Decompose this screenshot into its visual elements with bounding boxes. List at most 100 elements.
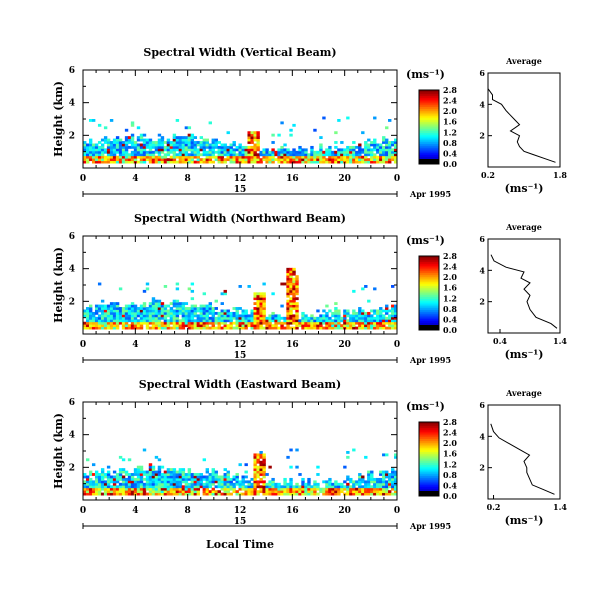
- heatmap-cell: [208, 321, 212, 325]
- heatmap-cell: [394, 304, 398, 308]
- heatmap-cell: [166, 492, 171, 496]
- heatmap-cell: [163, 158, 168, 162]
- colorbar-step: [419, 101, 439, 104]
- heatmap-cell: [175, 487, 180, 491]
- heatmap-cell: [271, 160, 275, 164]
- heatmap-cell: [388, 324, 392, 328]
- heatmap-cell: [256, 131, 260, 135]
- heatmap-cell: [388, 475, 392, 479]
- heatmap-cell: [280, 490, 284, 494]
- heatmap-cell: [334, 158, 338, 162]
- heatmap-cell: [262, 455, 266, 459]
- average-x-tick-label: 1.8: [553, 170, 567, 180]
- heatmap-cell: [391, 158, 395, 162]
- heatmap-cell: [334, 307, 338, 310]
- heatmap-cell: [199, 319, 204, 323]
- heatmap-cell: [130, 141, 135, 144]
- heatmap-cell: [151, 304, 156, 308]
- heatmap-cell: [115, 304, 120, 308]
- heatmap-cell: [286, 270, 290, 274]
- heatmap-cell: [259, 480, 263, 484]
- heatmap-cell: [253, 158, 257, 162]
- heatmap-cell: [304, 148, 308, 152]
- heatmap-cell: [184, 490, 189, 494]
- heatmap-cell: [112, 160, 117, 164]
- heatmap-cell: [205, 153, 209, 157]
- heatmap-cell: [229, 480, 233, 484]
- heatmap-cell: [370, 158, 374, 162]
- heatmap-cell: [289, 482, 293, 486]
- heatmap-cell: [394, 153, 398, 157]
- heatmap-cell: [205, 490, 209, 494]
- heatmap-cell: [169, 307, 174, 310]
- heatmap-cell: [337, 485, 341, 489]
- heatmap-cell: [214, 150, 218, 154]
- heatmap-cell: [232, 314, 236, 318]
- heatmap-cell: [91, 155, 96, 159]
- heatmap-cell: [292, 289, 296, 293]
- x-tick-label: 4: [132, 174, 138, 184]
- heatmap-cell: [349, 477, 353, 481]
- heatmap-cell: [295, 304, 299, 308]
- heatmap-cell: [163, 480, 168, 484]
- heatmap-cell: [226, 487, 230, 491]
- heatmap-cell: [295, 309, 299, 313]
- heatmap-cell: [214, 316, 218, 320]
- heatmap-cell: [169, 470, 174, 474]
- heatmap-cell: [292, 492, 296, 496]
- heatmap-cell: [295, 155, 299, 159]
- heatmap-cell: [115, 316, 120, 320]
- heatmap-cell: [277, 485, 281, 489]
- heatmap-cell: [217, 150, 221, 154]
- heatmap-cell: [310, 148, 314, 152]
- heatmap-cell: [265, 160, 269, 164]
- heatmap-cell: [184, 138, 189, 142]
- heatmap-cell: [253, 453, 257, 457]
- heatmap-cell: [205, 309, 209, 313]
- heatmap-cell: [355, 160, 359, 164]
- heatmap-cell: [337, 311, 341, 315]
- heatmap-cell: [256, 473, 260, 476]
- colorbar-step: [419, 309, 439, 312]
- heatmap-cell: [172, 302, 177, 305]
- heatmap-cell: [253, 311, 257, 315]
- heatmap-cell: [142, 482, 147, 486]
- heatmap-cell: [193, 324, 198, 328]
- heatmap-cell: [130, 155, 135, 159]
- heatmap-cell: [367, 477, 371, 481]
- heatmap-cell: [253, 326, 257, 330]
- heatmap-cell: [103, 311, 108, 315]
- heatmap-cell: [181, 314, 186, 318]
- heatmap-cell: [391, 326, 395, 330]
- heatmap-cell: [103, 309, 108, 313]
- heatmap-cell: [391, 150, 395, 154]
- heatmap-cell: [289, 153, 293, 157]
- heatmap-cell: [199, 143, 204, 147]
- heatmap-cell: [124, 326, 129, 330]
- heatmap-cell: [175, 307, 180, 310]
- heatmap-cell: [184, 314, 189, 318]
- heatmap-cell: [88, 145, 93, 149]
- colorbar-step: [419, 468, 439, 471]
- heatmap-cell: [232, 311, 236, 315]
- colorbar-tick-label: 2.0: [443, 438, 457, 448]
- heatmap-cell: [181, 145, 186, 149]
- heatmap-cell: [334, 482, 338, 486]
- heatmap-cell: [358, 319, 362, 323]
- heatmap-cell: [361, 477, 365, 481]
- heatmap-cell: [274, 485, 278, 489]
- heatmap-cell: [355, 145, 359, 149]
- heatmap-cell: [343, 155, 347, 159]
- heatmap-cell: [151, 326, 156, 330]
- heatmap-cell: [331, 492, 335, 496]
- heatmap-cell: [295, 321, 299, 325]
- heatmap-cell: [394, 326, 398, 330]
- heatmap-cell: [361, 158, 365, 162]
- panel-title: Spectral Width (Northward Beam): [134, 212, 346, 225]
- heatmap-cell: [367, 492, 371, 496]
- heatmap-cell: [226, 148, 230, 152]
- heatmap-cell: [334, 302, 338, 305]
- heatmap-cell: [214, 155, 218, 159]
- heatmap-cell: [292, 314, 296, 318]
- heatmap-cell: [370, 143, 374, 147]
